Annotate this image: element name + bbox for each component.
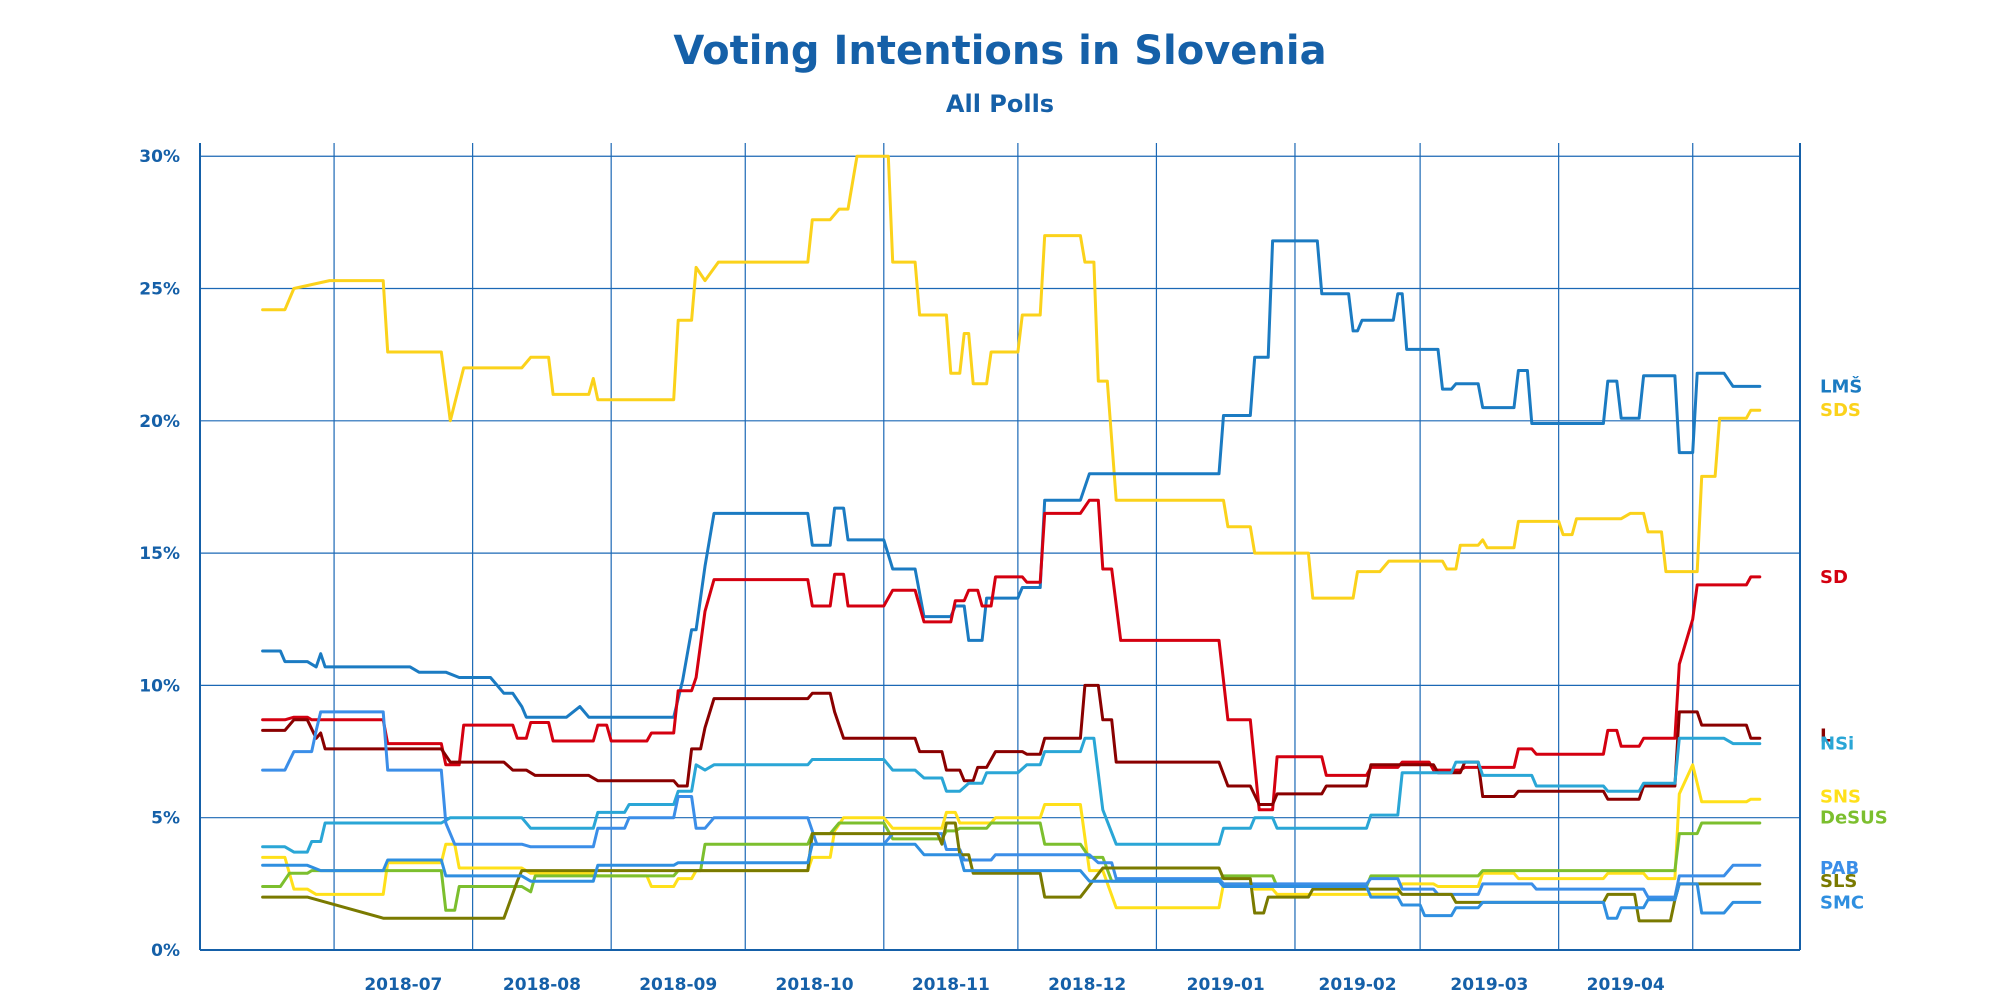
end-label-smc: SMC	[1820, 892, 1864, 913]
end-label-sls: SLS	[1820, 871, 1857, 892]
end-label-sds: SDS	[1820, 400, 1861, 421]
series-line-nsi	[261, 736, 1762, 854]
series-line-sd	[261, 498, 1762, 812]
end-label-sd: SD	[1820, 567, 1848, 588]
y-axis-ticks: 0% 5% 10% 15% 20% 25% 30%	[139, 147, 180, 961]
x-tick-label: 2019-03	[1450, 975, 1528, 995]
x-tick-label: 2018-07	[364, 975, 442, 995]
series-line-lmš	[261, 239, 1762, 719]
y-tick-label: 15%	[139, 544, 180, 564]
y-tick-label: 5%	[151, 809, 180, 829]
x-tick-label: 2019-04	[1587, 975, 1665, 995]
end-label-pab: PAB	[1820, 858, 1859, 879]
x-tick-label: 2018-10	[776, 975, 854, 995]
x-tick-label: 2018-12	[1048, 975, 1126, 995]
end-label-desus: DeSUS	[1820, 808, 1888, 829]
x-tick-label: 2018-11	[912, 975, 990, 995]
grid-lines	[200, 143, 1800, 950]
plot-frame	[199, 143, 1801, 951]
y-tick-label: 20%	[139, 412, 180, 432]
x-tick-label: 2018-09	[639, 975, 717, 995]
end-label-sns: SNS	[1820, 787, 1861, 808]
series-lines	[261, 154, 1762, 923]
x-tick-label: 2018-08	[503, 975, 581, 995]
x-tick-label: 2019-01	[1187, 975, 1265, 995]
y-tick-label: 0%	[151, 941, 180, 961]
x-axis-ticks: 2018-07 2018-08 2018-09 2018-10 2018-11 2018-…	[364, 975, 1665, 995]
y-tick-label: 25%	[139, 280, 180, 300]
y-tick-label: 10%	[139, 676, 180, 696]
series-line-sds	[261, 154, 1762, 600]
x-tick-label: 2019-02	[1319, 975, 1397, 995]
chart-subtitle: All Polls	[946, 90, 1054, 118]
end-label-l: L	[1820, 726, 1831, 747]
series-line-l	[261, 683, 1762, 806]
chart-title: Voting Intentions in Slovenia	[673, 28, 1326, 74]
y-tick-label: 30%	[139, 147, 180, 167]
end-label-nsi: NSi	[1820, 734, 1854, 755]
series-line-pab	[261, 710, 1762, 899]
end-label-lmš: LMŠ	[1820, 375, 1862, 397]
series-line-smc	[261, 842, 1762, 920]
